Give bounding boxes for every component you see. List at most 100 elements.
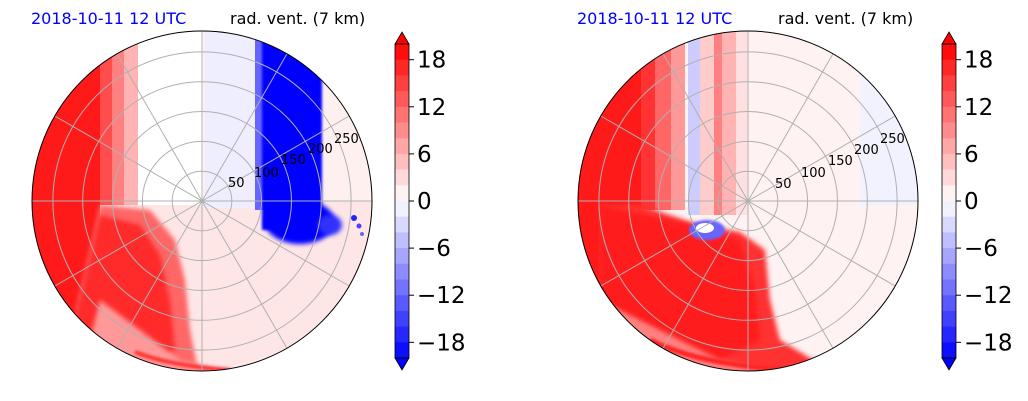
left-colorbar: 18 12 6 0 −6 −12 −18: [394, 31, 466, 371]
colorbar-band: [942, 122, 956, 139]
colorbar-band: [395, 216, 409, 233]
left-ring-label-200: 200: [308, 142, 333, 157]
colorbar-extend-min: [394, 357, 410, 371]
left-panel: 2018-10-11 12 UTC rad. vent. (7 km): [31, 9, 466, 372]
colorbar-tick-label: 18: [964, 48, 993, 74]
left-polar-frame: [31, 30, 373, 372]
colorbar-band: [395, 279, 409, 296]
right-title: rad. vent. (7 km): [778, 9, 913, 28]
colorbar-tick-label: 12: [964, 95, 993, 121]
colorbar-band: [395, 326, 409, 343]
colorbar-band: [942, 44, 956, 61]
colorbar-band: [942, 279, 956, 296]
colorbar-band: [395, 106, 409, 123]
right-panel: 2018-10-11 12 UTC rad. vent. (7 km): [577, 9, 1013, 372]
colorbar-band: [395, 59, 409, 76]
colorbar-band: [942, 106, 956, 123]
colorbar-band: [395, 248, 409, 265]
right-colorbar-bands: [941, 31, 957, 371]
left-field-nw-col-2: [124, 31, 138, 205]
right-field-north-neg: [688, 31, 700, 215]
colorbar-tick-label: −12: [964, 283, 1013, 309]
left-polar-plot: [32, 31, 372, 371]
right-time-label: 2018-10-11 12 UTC: [577, 9, 732, 28]
colorbar-band: [395, 295, 409, 312]
right-grid: [578, 31, 918, 371]
colorbar-band: [395, 185, 409, 202]
colorbar-tick-label: −18: [417, 330, 466, 356]
left-field-north-weak-neg: [138, 31, 203, 205]
colorbar-tick-label: 12: [417, 95, 446, 121]
right-field-nw-col-1: [641, 31, 655, 210]
right-field-north-col-6: [722, 31, 736, 215]
colorbar-band: [942, 326, 956, 343]
colorbar-tick-label: 0: [417, 189, 432, 215]
right-field-north-col-5: [714, 31, 722, 215]
left-field-west-band-2: [100, 31, 112, 205]
right-ring-label-200: 200: [854, 143, 879, 158]
colorbar-tick-label: −18: [964, 330, 1013, 356]
colorbar-band: [395, 169, 409, 186]
colorbar-extend-max: [941, 31, 957, 45]
colorbar-band: [942, 185, 956, 202]
colorbar-tick-label: −12: [417, 283, 466, 309]
colorbar-band: [942, 248, 956, 265]
colorbar-band: [942, 153, 956, 171]
colorbar-band: [395, 138, 409, 155]
right-ring-label-250: 250: [880, 132, 905, 147]
left-ring-label-50: 50: [228, 176, 245, 191]
right-radial-labels: 50 100 150 200 250: [775, 132, 905, 192]
left-title: rad. vent. (7 km): [230, 9, 365, 28]
colorbar-band: [942, 310, 956, 328]
colorbar-tick-label: 0: [964, 189, 979, 215]
right-colorbar: 18 12 6 0 −6 −12 −18: [941, 31, 1013, 371]
colorbar-band: [942, 232, 956, 249]
colorbar-tick-label: 6: [417, 142, 432, 168]
left-ring-label-100: 100: [254, 166, 279, 181]
colorbar-band: [395, 310, 409, 328]
right-field-center-negative: [689, 220, 725, 240]
right-field-north-col-4: [700, 31, 714, 215]
colorbar-band: [395, 44, 409, 61]
colorbar-band: [942, 216, 956, 233]
left-colorbar-bands: [394, 31, 410, 371]
colorbar-band: [942, 201, 956, 218]
colorbar-band: [395, 263, 409, 280]
colorbar-band: [395, 201, 409, 218]
right-field-south-edge: [648, 337, 791, 371]
left-field-nw-col-1: [112, 31, 124, 205]
colorbar-band: [942, 169, 956, 186]
left-time-label: 2018-10-11 12 UTC: [31, 9, 186, 28]
right-field-north-col-7: [736, 31, 748, 215]
colorbar-band: [942, 91, 956, 108]
left-ring-label-150: 150: [281, 153, 306, 168]
colorbar-extend-min: [941, 357, 957, 371]
colorbar-band: [395, 122, 409, 139]
colorbar-extend-max: [394, 31, 410, 45]
colorbar-band: [395, 232, 409, 249]
colorbar-band: [942, 75, 956, 92]
left-grid: [32, 31, 372, 371]
right-ring-label-100: 100: [801, 166, 826, 181]
colorbar-band: [942, 59, 956, 76]
right-field-east-tint: [860, 31, 918, 205]
left-field-north-blue-tint: [205, 31, 255, 208]
colorbar-band: [942, 263, 956, 280]
colorbar-tick-label: 18: [417, 48, 446, 74]
right-ring-label-50: 50: [775, 177, 792, 192]
colorbar-tick-label: 6: [964, 142, 979, 168]
left-field-south-edge: [134, 350, 231, 371]
right-polar-frame: [577, 30, 919, 372]
left-colorbar-ticks: 18 12 6 0 −6 −12 −18: [409, 48, 466, 356]
colorbar-band: [942, 138, 956, 155]
colorbar-tick-label: −6: [964, 236, 998, 262]
right-field-nw-col-3: [671, 31, 685, 210]
colorbar-band: [395, 342, 409, 359]
colorbar-band: [395, 91, 409, 108]
left-ring-label-250: 250: [334, 132, 359, 147]
colorbar-tick-label: −6: [417, 236, 451, 262]
colorbar-band: [395, 75, 409, 92]
colorbar-band: [942, 342, 956, 359]
right-colorbar-ticks: 18 12 6 0 −6 −12 −18: [956, 48, 1013, 356]
